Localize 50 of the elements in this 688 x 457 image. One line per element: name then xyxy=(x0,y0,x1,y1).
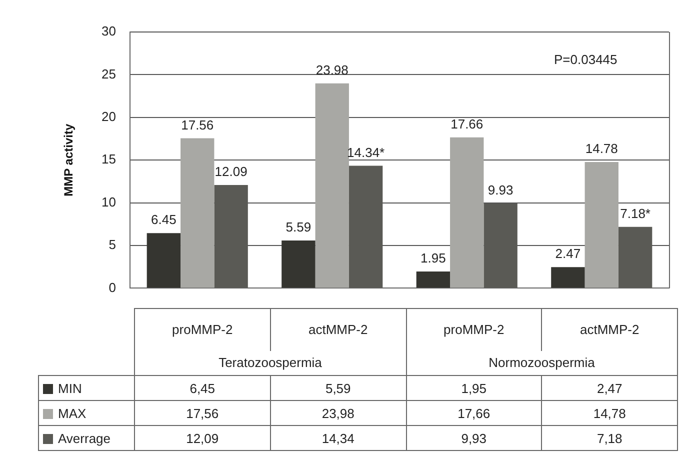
text: 12,09 xyxy=(134,426,270,450)
data-label: 17.66 xyxy=(450,116,484,132)
data-label: 2.47 xyxy=(555,246,581,262)
data-label: 12.09 xyxy=(214,164,248,180)
y-tick-label: 25 xyxy=(102,66,116,82)
text: 9,93 xyxy=(406,426,542,450)
y-tick-label: 20 xyxy=(102,108,116,124)
text: 17,66 xyxy=(406,400,542,426)
text: 2,47 xyxy=(542,376,678,400)
text: Normozoospermia xyxy=(406,350,678,376)
data-label: 17.56 xyxy=(181,117,214,132)
bar xyxy=(450,137,484,288)
text: 14,78 xyxy=(542,400,678,426)
text: Teratozoospermia xyxy=(134,350,406,376)
data-label: 6.45 xyxy=(151,212,176,228)
bar xyxy=(180,138,214,288)
data-label: 5.59 xyxy=(286,220,312,235)
y-tick-label: 10 xyxy=(102,194,116,210)
x-tick-label: proMMP-2 xyxy=(406,308,542,350)
bar xyxy=(282,240,316,288)
y-tick-label: 15 xyxy=(102,152,116,167)
text: 7,18 xyxy=(542,426,678,450)
text: 1,95 xyxy=(406,376,542,400)
bar xyxy=(146,233,181,288)
bar xyxy=(584,162,618,288)
y-tick-label: 5 xyxy=(108,237,116,252)
text: 14,34 xyxy=(270,426,406,450)
text: 23,98 xyxy=(270,400,406,426)
data-label: 1.95 xyxy=(420,250,446,266)
bar xyxy=(416,272,450,288)
legend-label: MAX xyxy=(38,400,134,426)
bar xyxy=(315,83,349,288)
data-label: 14.78 xyxy=(585,141,618,156)
text: 17,56 xyxy=(134,400,270,426)
y-tick-label: 30 xyxy=(102,24,116,39)
data-label: 14.34* xyxy=(347,144,385,160)
data-label: 7.18* xyxy=(620,206,650,221)
y-axis-title: MMP activity xyxy=(62,124,76,196)
bar xyxy=(551,267,585,288)
legend-label: Averrage xyxy=(38,426,134,450)
x-tick-label: proMMP-2 xyxy=(134,308,270,350)
data-label: 9.93 xyxy=(488,182,514,198)
y-tick-label: 0 xyxy=(108,280,116,295)
legend-label: MIN xyxy=(38,376,134,400)
data-label: 23.98 xyxy=(316,62,348,78)
x-tick-label: actMMP-2 xyxy=(270,308,406,350)
annotation: P=0.03445 xyxy=(554,52,618,67)
text: 6,45 xyxy=(134,376,270,400)
x-tick-label: actMMP-2 xyxy=(542,308,678,350)
text: 5,59 xyxy=(270,376,406,400)
